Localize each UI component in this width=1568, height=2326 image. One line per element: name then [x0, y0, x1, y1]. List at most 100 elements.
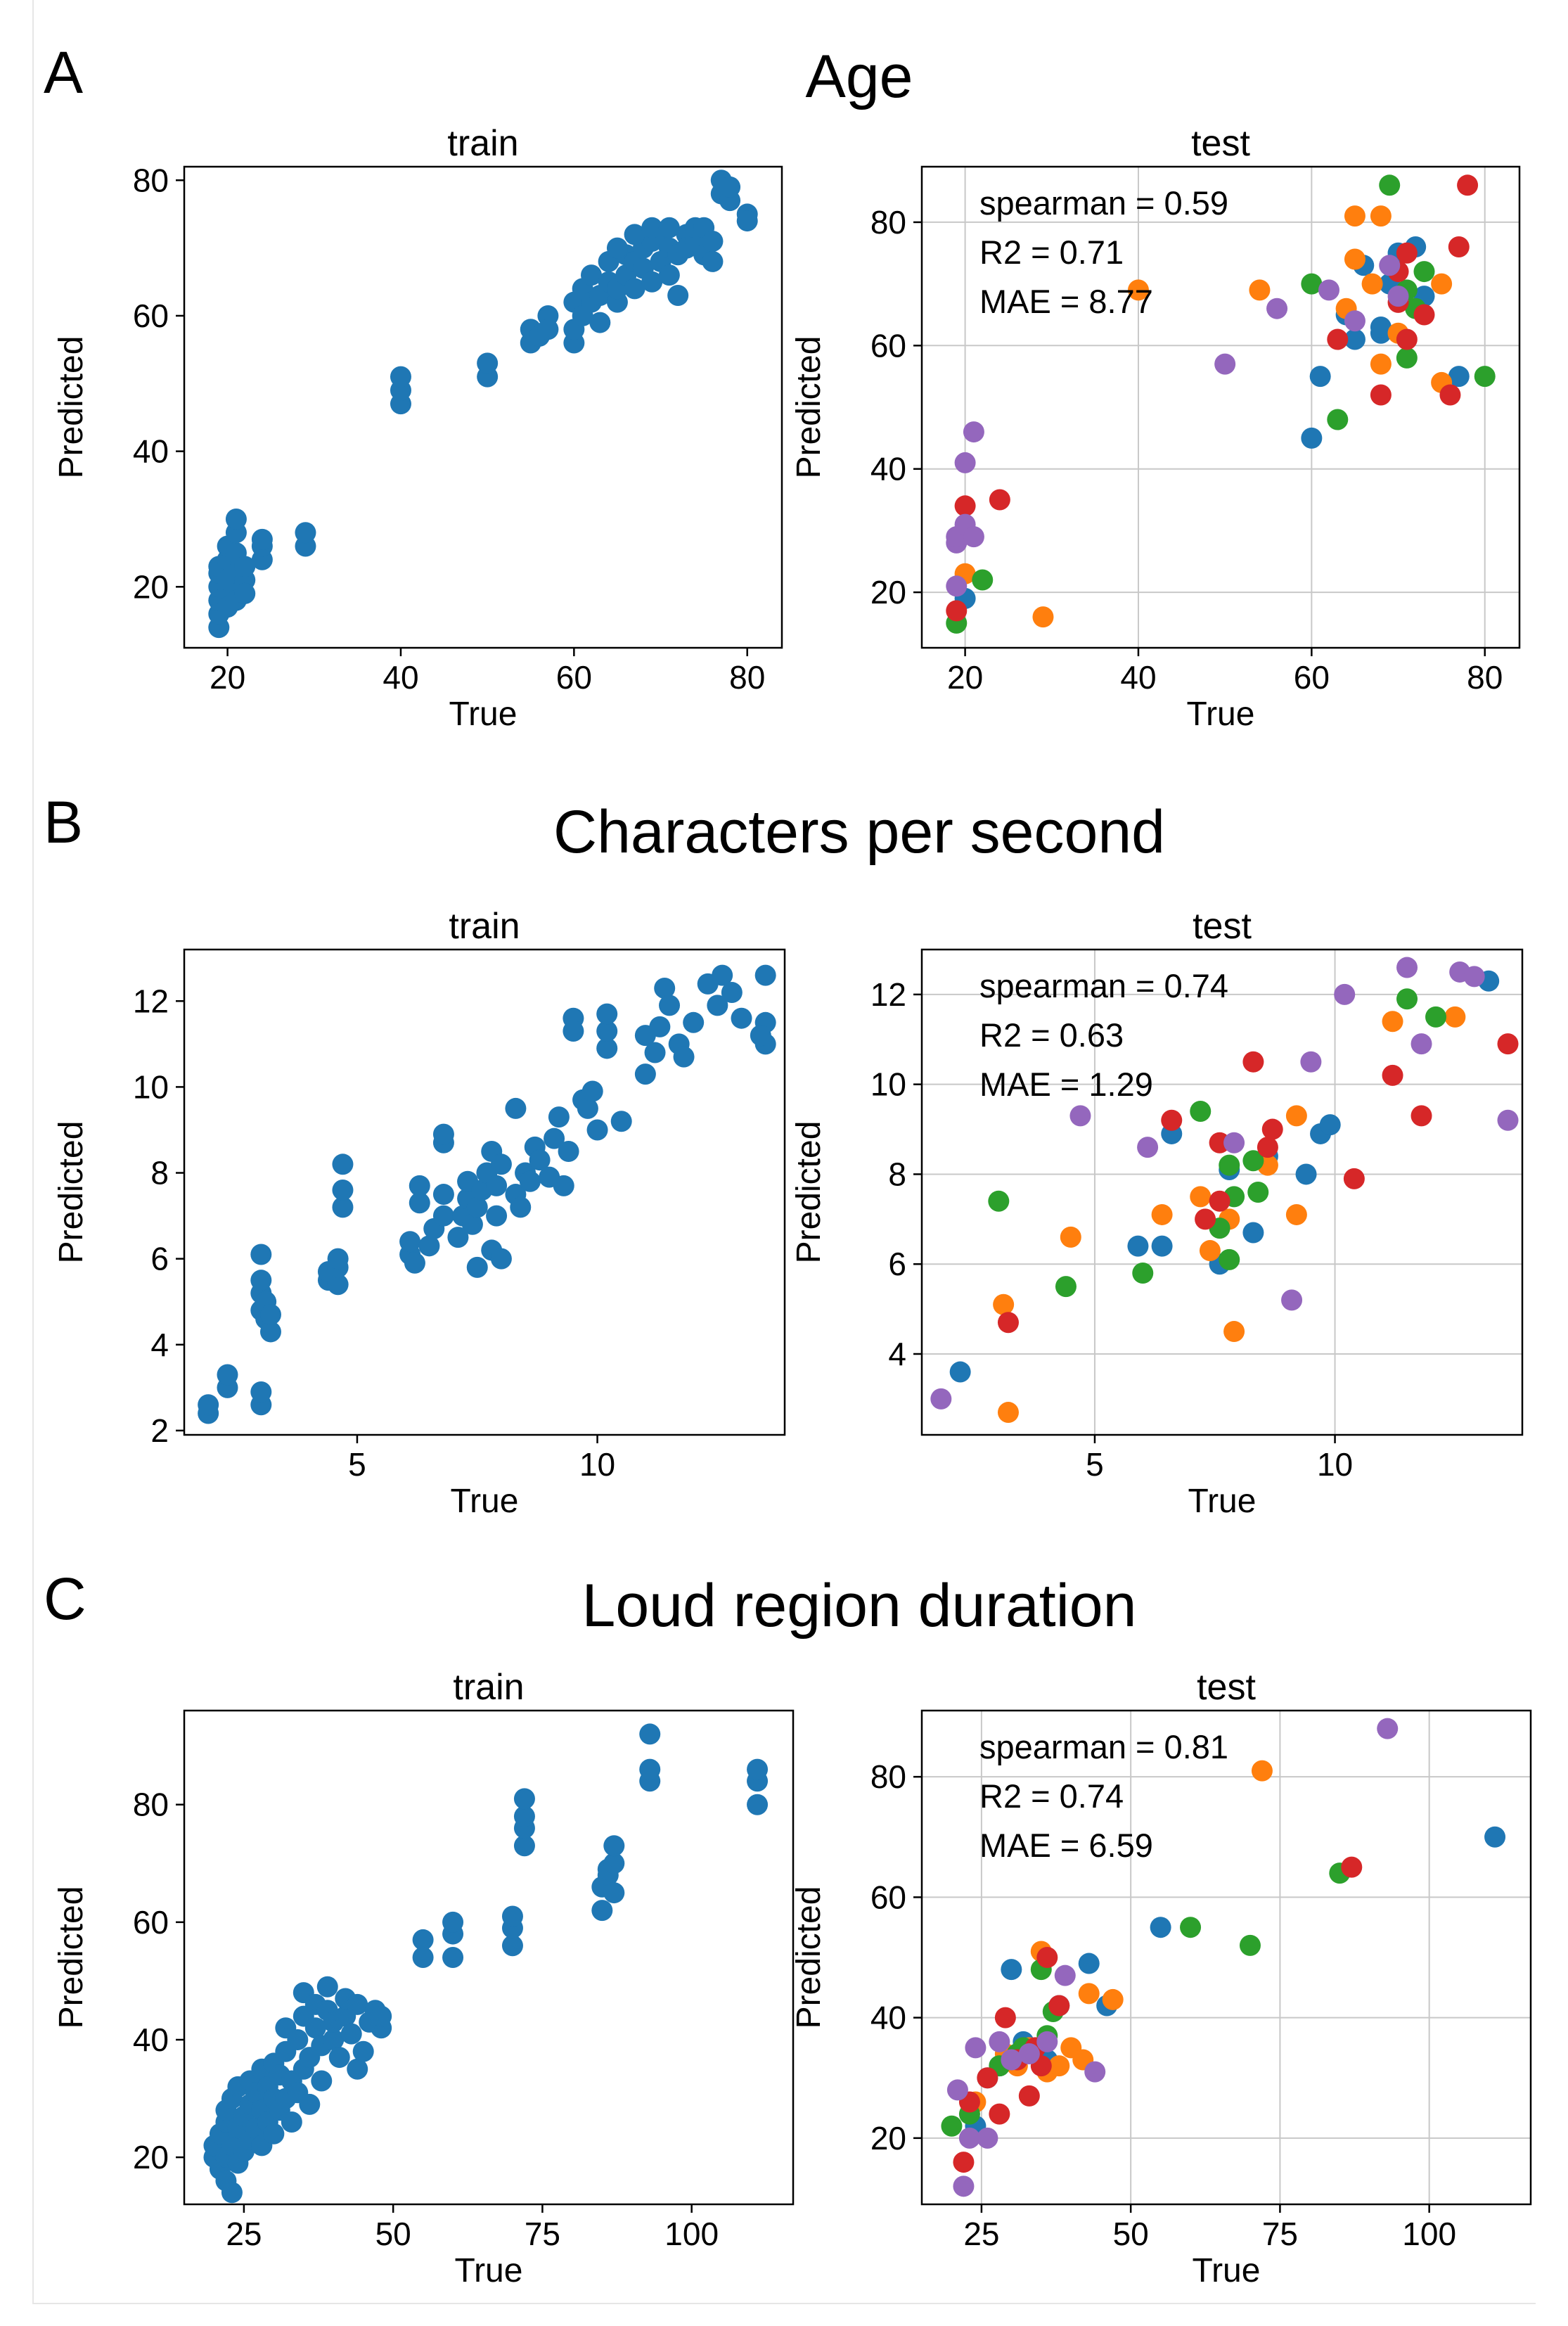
- data-point: [1318, 279, 1339, 301]
- data-point: [316, 1976, 338, 1998]
- data-point: [634, 1063, 656, 1085]
- data-point: [1377, 1718, 1399, 1739]
- data-point: [332, 1179, 354, 1201]
- data-point: [513, 1806, 535, 1827]
- data-point: [352, 2040, 374, 2062]
- data-point: [1055, 1276, 1077, 1298]
- data-point: [610, 1111, 632, 1132]
- data-point: [941, 2115, 963, 2137]
- data-point: [989, 2031, 1010, 2052]
- data-point: [409, 1175, 430, 1196]
- y-axis-label: Predicted: [790, 1886, 828, 2029]
- data-point: [1048, 1995, 1070, 2017]
- data-point: [442, 1911, 464, 1933]
- data-point: [323, 2029, 345, 2050]
- stat-annotation: spearman = 0.81: [979, 1728, 1228, 1765]
- data-point: [1127, 1235, 1149, 1257]
- plot-title: test: [1197, 1667, 1256, 1708]
- data-point: [347, 2058, 368, 2080]
- data-point: [537, 319, 559, 340]
- data-point: [1448, 366, 1470, 388]
- x-tick-label: 25: [963, 2216, 999, 2252]
- data-point: [340, 2023, 362, 2045]
- x-tick-label: 40: [1120, 659, 1156, 696]
- data-point: [432, 1205, 454, 1227]
- data-point: [1431, 273, 1453, 295]
- data-point: [658, 217, 680, 238]
- data-point: [1344, 248, 1365, 270]
- data-point: [1410, 1033, 1432, 1055]
- data-point: [644, 1042, 666, 1063]
- data-point: [1150, 1917, 1171, 1938]
- data-point: [1242, 1222, 1264, 1244]
- data-point: [596, 1037, 618, 1059]
- data-point: [1327, 409, 1349, 430]
- data-point: [390, 366, 411, 388]
- data-point: [404, 1252, 425, 1274]
- y-tick-label: 80: [133, 1787, 169, 1823]
- y-tick-label: 10: [133, 1068, 169, 1105]
- x-tick-label: 75: [1262, 2216, 1298, 2252]
- data-point: [332, 1196, 354, 1218]
- data-point: [1209, 1190, 1230, 1212]
- plot-title: test: [1191, 123, 1250, 164]
- data-point: [490, 1154, 512, 1175]
- data-point: [1319, 1114, 1341, 1136]
- data-point: [1444, 1006, 1466, 1028]
- data-point: [654, 977, 676, 999]
- data-point: [1161, 1109, 1183, 1131]
- data-point: [553, 1175, 574, 1196]
- data-point: [1361, 273, 1383, 295]
- data-point: [486, 1205, 508, 1227]
- data-point: [490, 1248, 512, 1270]
- data-point: [477, 352, 499, 374]
- data-point: [993, 1293, 1015, 1315]
- data-point: [544, 1127, 565, 1149]
- data-point: [328, 2047, 350, 2069]
- y-tick-label: 20: [870, 574, 906, 611]
- data-point: [596, 1003, 618, 1025]
- data-point: [466, 1256, 488, 1278]
- panel-letter-a: A: [44, 39, 83, 106]
- data-point: [946, 600, 968, 622]
- y-tick-label: 12: [133, 983, 169, 1019]
- data-point: [997, 1312, 1019, 1334]
- data-point: [953, 2152, 975, 2173]
- data-point: [649, 1016, 671, 1037]
- y-tick-label: 60: [133, 1904, 169, 1941]
- y-tick-label: 12: [870, 976, 906, 1013]
- data-point: [1425, 1006, 1447, 1028]
- x-tick-label: 10: [1317, 1446, 1353, 1483]
- data-point: [299, 2093, 321, 2115]
- data-point: [442, 1947, 464, 1968]
- data-point: [234, 582, 256, 604]
- data-point: [371, 2005, 392, 2027]
- data-point: [510, 1196, 532, 1218]
- x-tick-label: 80: [729, 659, 765, 696]
- data-point: [989, 489, 1010, 511]
- data-point: [519, 1170, 541, 1192]
- data-point: [1285, 1203, 1307, 1225]
- data-point: [930, 1388, 952, 1410]
- data-point: [1151, 1203, 1173, 1225]
- data-point: [327, 1274, 349, 1296]
- data-point: [721, 982, 743, 1004]
- data-point: [1341, 1856, 1363, 1878]
- x-tick-label: 60: [556, 659, 592, 696]
- data-point: [1069, 1105, 1091, 1127]
- data-point: [1209, 1132, 1230, 1154]
- x-tick-label: 25: [226, 2216, 262, 2252]
- data-point: [221, 2182, 243, 2204]
- data-point: [548, 1106, 570, 1128]
- data-point: [988, 1190, 1010, 1212]
- data-point: [1382, 1064, 1403, 1086]
- panel-title-loud-region-duration: Loud region duration: [582, 1572, 1137, 1640]
- data-point: [1078, 1953, 1100, 1974]
- plot-age-test: 20 40 60 80 20 40 60 80 test True Predicted spearma…: [790, 123, 1521, 733]
- panel-title-age: Age: [805, 43, 913, 110]
- data-point: [529, 1149, 551, 1171]
- data-point: [1036, 2031, 1058, 2052]
- data-point: [1257, 1137, 1278, 1158]
- data-point: [977, 2127, 998, 2149]
- x-tick-label: 10: [579, 1446, 615, 1483]
